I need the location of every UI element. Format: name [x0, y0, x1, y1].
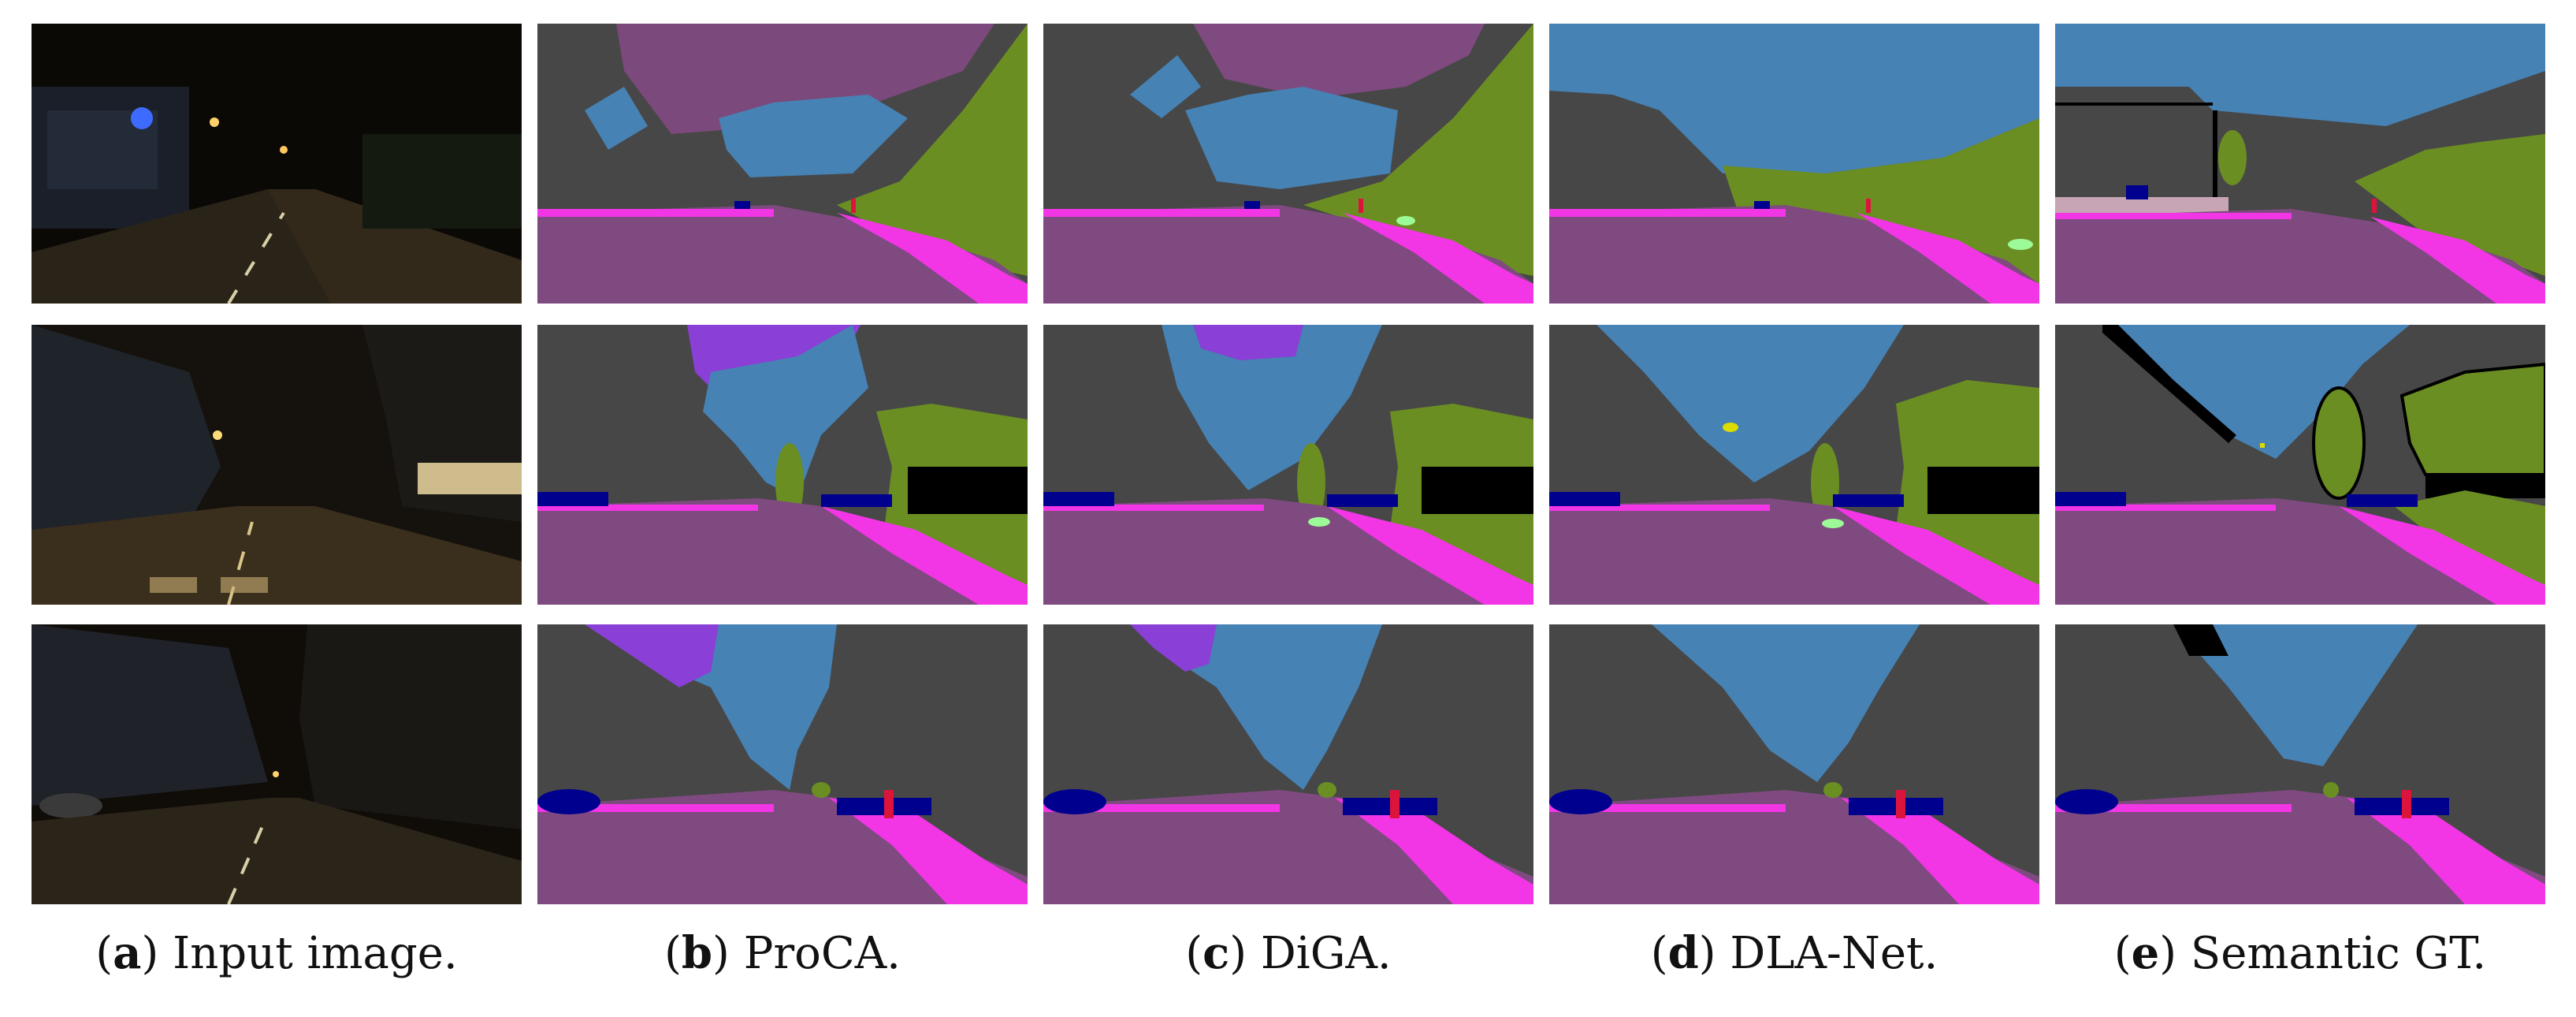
- diga-segmentation-row3: [1043, 624, 1533, 904]
- input-image-row2: [32, 325, 522, 605]
- semantic-gt-row1: [2055, 24, 2545, 304]
- caption-e: (e) Semantic GT.: [2113, 927, 2487, 979]
- caption-d: (d) DLA-Net.: [1650, 927, 1939, 979]
- dla-net-segmentation-row1: [1549, 24, 2039, 304]
- dla-net-segmentation-row2: [1549, 325, 2039, 605]
- proca-segmentation-row1: [537, 24, 1028, 304]
- dla-net-segmentation-row3: [1549, 624, 2039, 904]
- proca-segmentation-row3: [537, 624, 1028, 904]
- input-image-row3: [32, 624, 522, 904]
- caption-c: (c) DiGA.: [1185, 927, 1392, 979]
- input-image-row1: [32, 24, 522, 304]
- caption-b: (b) ProCA.: [664, 927, 901, 979]
- proca-segmentation-row2: [537, 325, 1028, 605]
- caption-a: (a) Input image.: [95, 927, 458, 979]
- semantic-gt-row3: [2055, 624, 2545, 904]
- diga-segmentation-row2: [1043, 325, 1533, 605]
- semantic-gt-row2: [2055, 325, 2545, 605]
- diga-segmentation-row1: [1043, 24, 1533, 304]
